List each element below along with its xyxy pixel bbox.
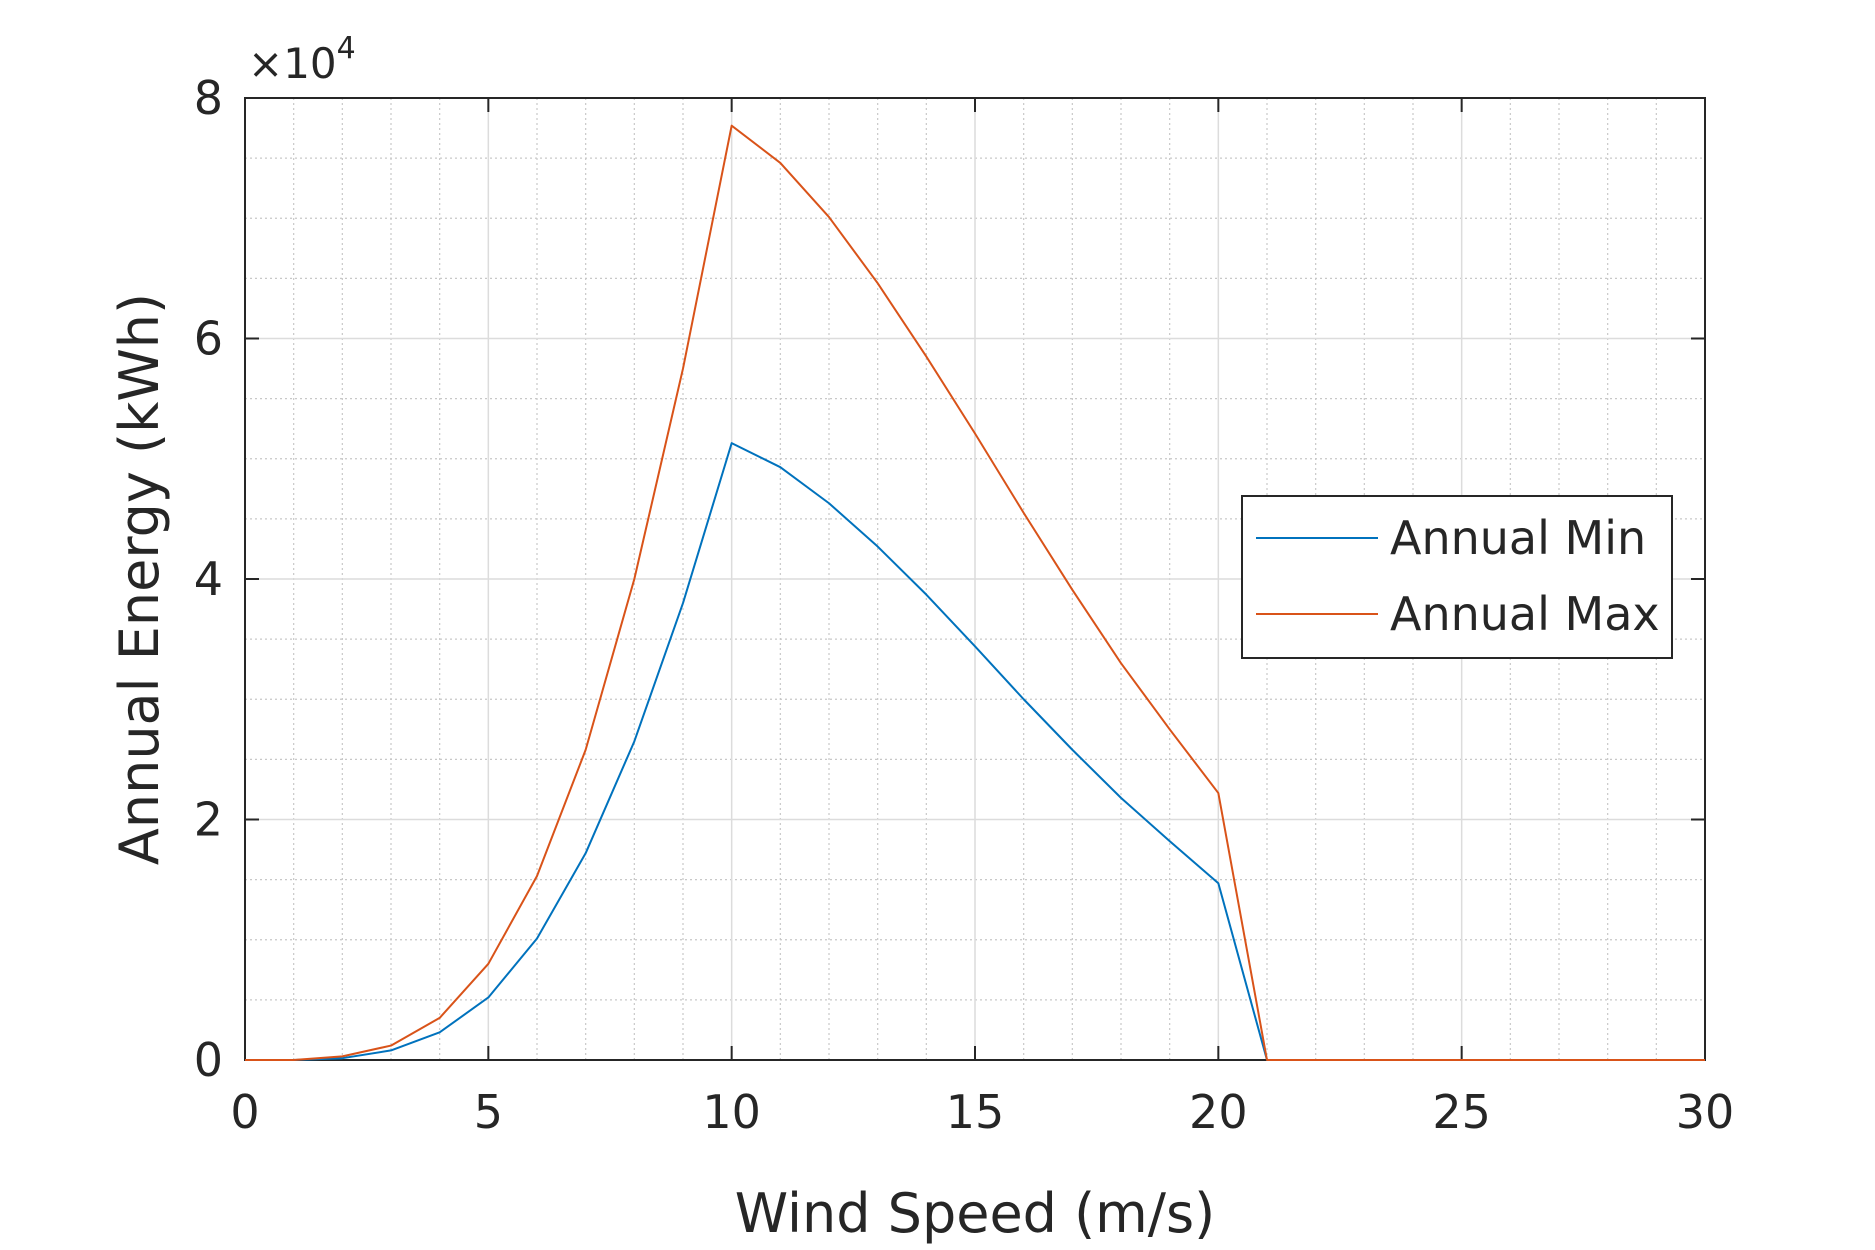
y-tick-label: 8 — [194, 71, 223, 125]
y-axis-ticks: 0 2 4 6 8 — [194, 71, 1705, 1087]
x-tick-label: 15 — [946, 1085, 1005, 1139]
y-tick-label: 6 — [194, 312, 223, 366]
x-tick-label: 0 — [230, 1085, 259, 1139]
legend-box — [1241, 495, 1673, 659]
legend: Annual Min Annual Max — [1241, 495, 1673, 659]
y-tick-label: 2 — [194, 793, 223, 847]
y-tick-label: 4 — [194, 552, 223, 606]
series-line-annual-max — [245, 124, 1705, 1061]
y-axis-label: Annual Energy (kWh) — [108, 293, 171, 865]
legend-label-annual-max: Annual Max — [1390, 587, 1660, 641]
legend-label-annual-min: Annual Min — [1390, 511, 1646, 565]
x-tick-label: 5 — [474, 1085, 503, 1139]
x-axis-label: Wind Speed (m/s) — [735, 1182, 1215, 1245]
x-axis-ticks: 0 5 10 15 20 25 30 — [230, 98, 1734, 1139]
x-tick-label: 10 — [702, 1085, 761, 1139]
y-tick-label: 0 — [194, 1033, 223, 1087]
x-tick-label: 20 — [1189, 1085, 1248, 1139]
series-layer — [245, 124, 1705, 1061]
y-axis-exponent: ×104 — [248, 31, 356, 88]
x-tick-label: 25 — [1432, 1085, 1491, 1139]
x-tick-label: 30 — [1676, 1085, 1735, 1139]
